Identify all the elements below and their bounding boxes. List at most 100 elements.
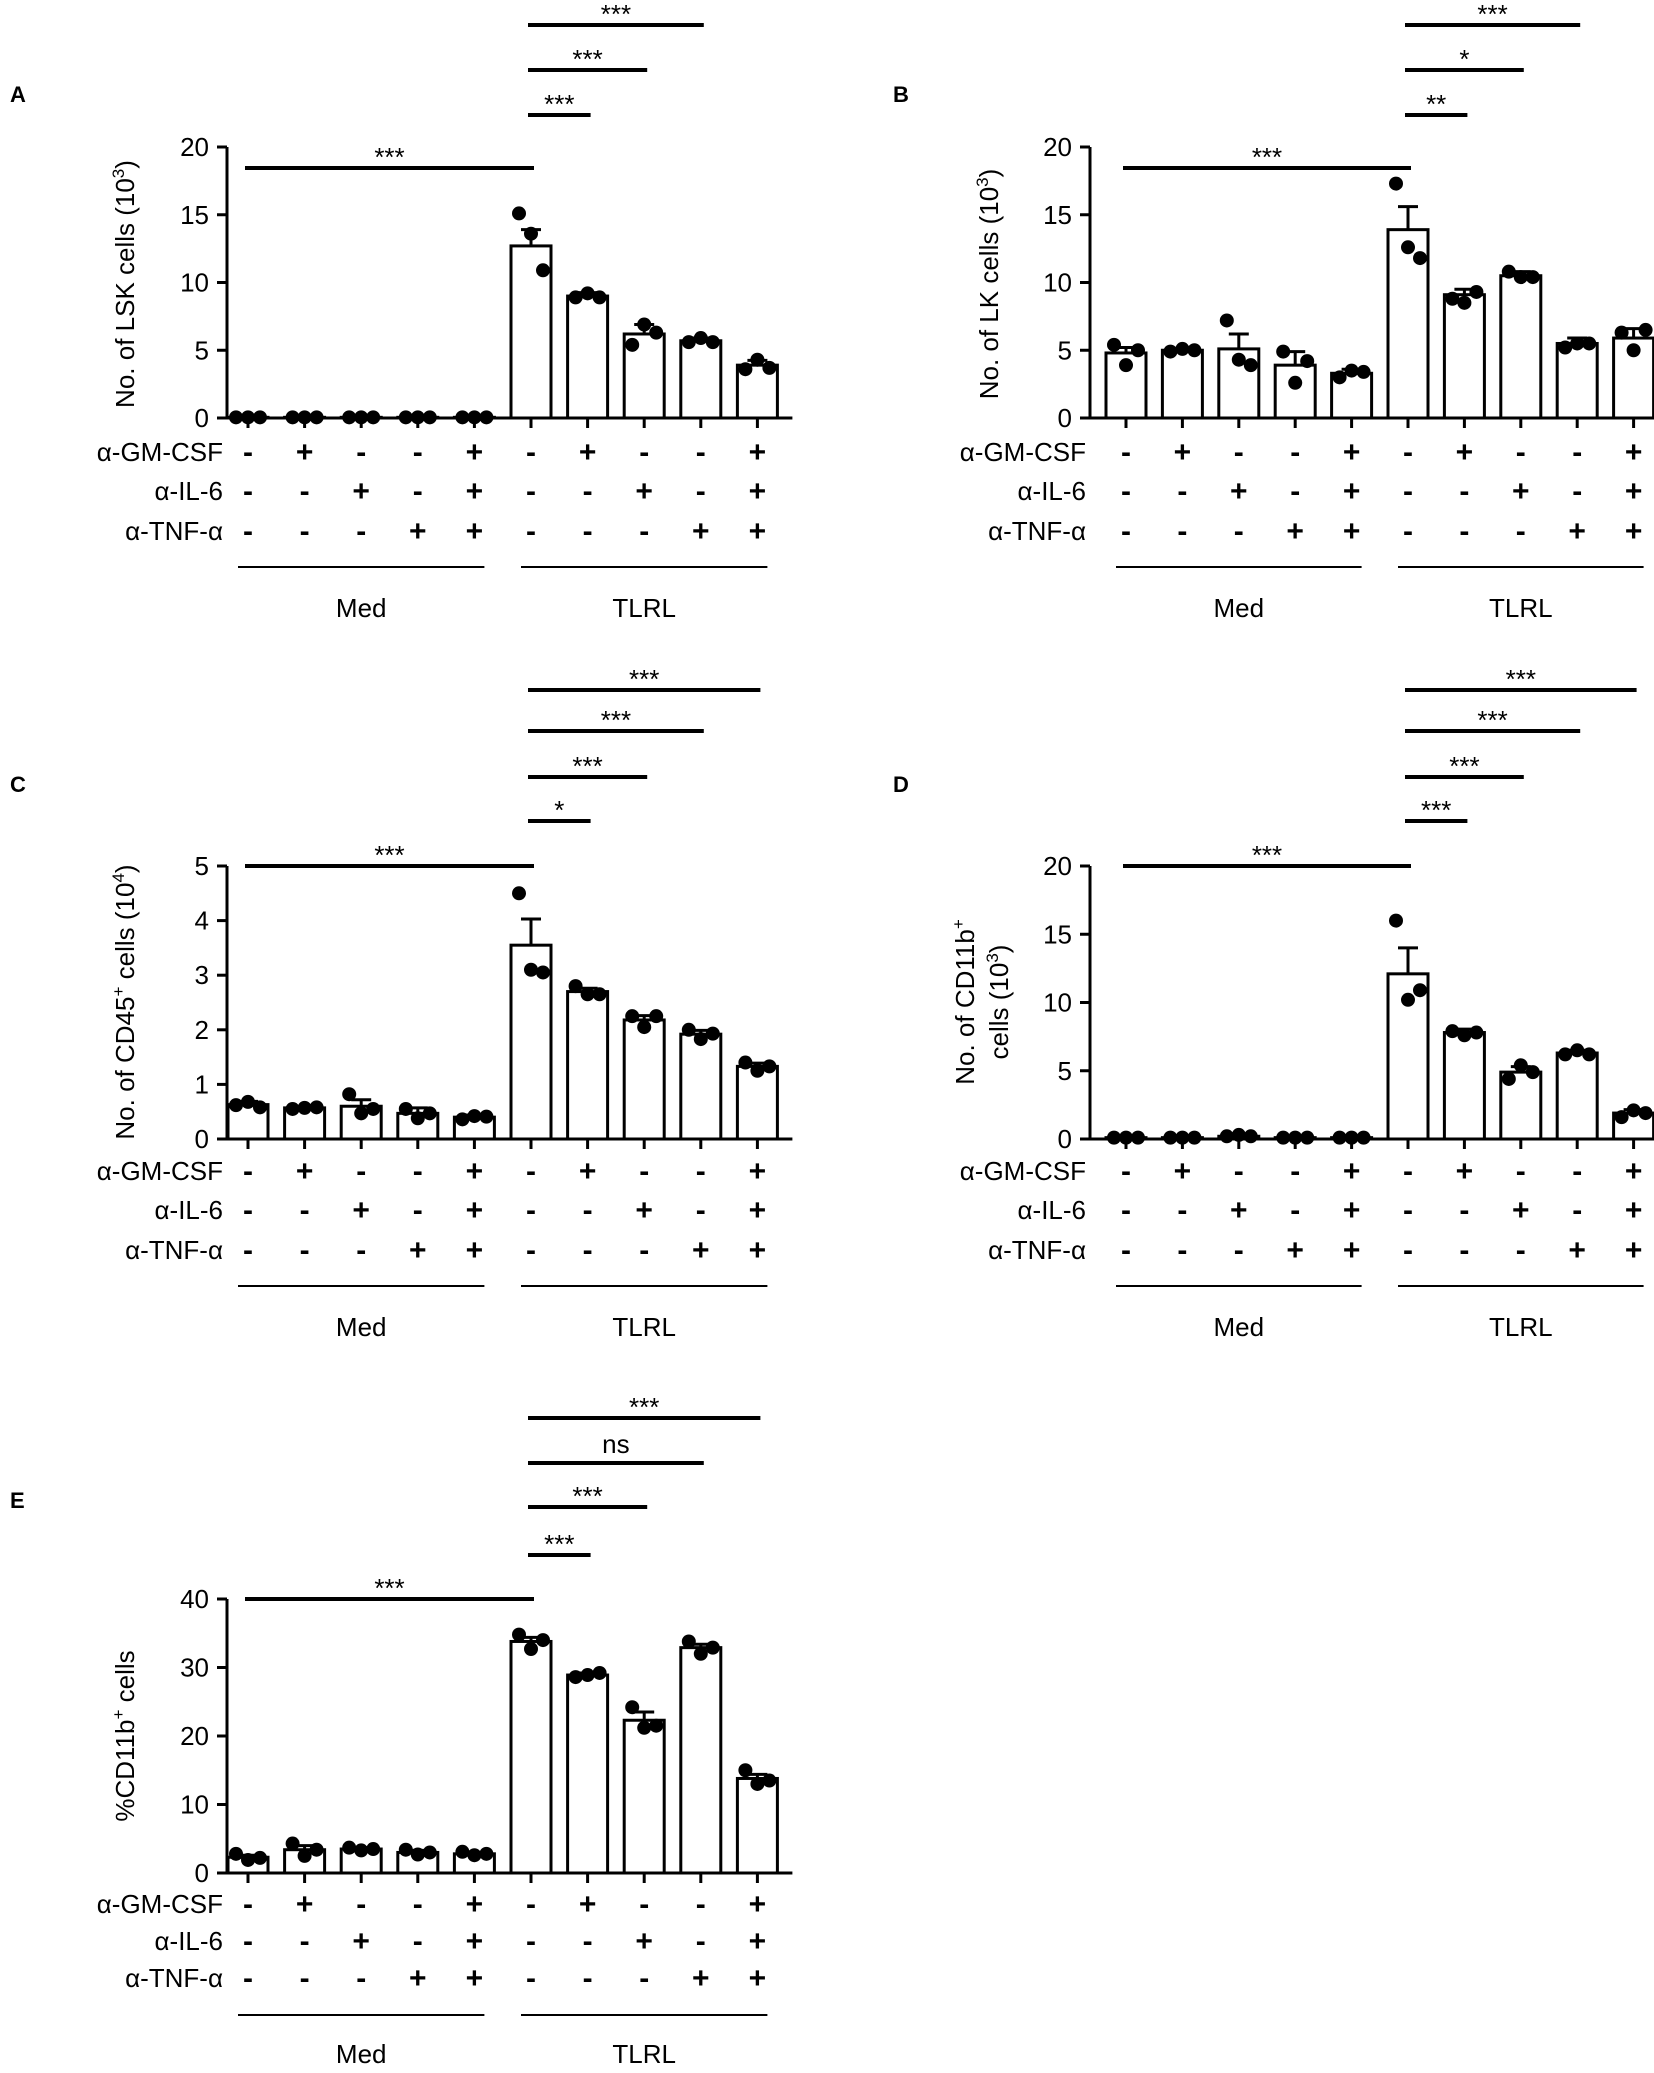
data-point <box>422 1106 437 1121</box>
data-point <box>1558 340 1573 355</box>
treatment-plus: + <box>1512 475 1530 508</box>
significance-label: *** <box>572 1481 602 1511</box>
data-point <box>580 1668 595 1683</box>
significance-label: *** <box>1252 840 1282 870</box>
group-label-med: Med <box>1214 593 1265 623</box>
data-point <box>342 410 357 425</box>
data-point <box>1119 358 1133 373</box>
treatment-minus: - <box>526 475 536 508</box>
data-point <box>637 1020 652 1035</box>
data-point <box>410 1111 425 1126</box>
treatment-minus: - <box>1121 436 1131 469</box>
significance-label: *** <box>374 840 404 870</box>
data-point <box>1445 1024 1460 1039</box>
data-point <box>649 1718 664 1733</box>
treatment-minus: - <box>1121 515 1131 548</box>
treatment-minus: - <box>583 1194 593 1227</box>
treatment-minus: - <box>243 436 253 469</box>
treatment-plus: + <box>749 515 767 548</box>
treatment-plus: + <box>466 515 484 548</box>
group-label-med: Med <box>1214 1312 1265 1342</box>
data-point <box>1344 1130 1359 1145</box>
treatment-plus: + <box>1568 515 1586 548</box>
data-point <box>297 1848 312 1863</box>
data-point <box>398 1842 413 1857</box>
y-tick-label: 0 <box>195 1124 209 1154</box>
data-point <box>738 362 753 377</box>
data-point <box>681 1022 696 1037</box>
treatment-minus: - <box>526 1888 536 1921</box>
data-point <box>354 410 369 425</box>
treatment-minus: - <box>1234 515 1244 548</box>
treatment-row-label: α-TNF-α <box>988 516 1086 546</box>
treatment-row-label: α-GM-CSF <box>97 1889 223 1919</box>
data-point <box>1288 375 1303 390</box>
y-tick-label: 2 <box>195 1015 209 1045</box>
treatment-minus: - <box>1403 1234 1413 1267</box>
y-tick-label: 3 <box>195 960 209 990</box>
treatment-plus: + <box>749 1234 767 1267</box>
treatment-plus: + <box>466 1888 484 1921</box>
treatment-minus: - <box>413 436 423 469</box>
data-point <box>568 290 583 305</box>
treatment-minus: - <box>413 475 423 508</box>
bar <box>679 339 723 420</box>
y-tick-label: 10 <box>180 1790 209 1820</box>
treatment-plus: + <box>635 1925 653 1958</box>
treatment-row-label: α-GM-CSF <box>97 437 223 467</box>
data-point <box>398 1101 413 1116</box>
data-point <box>1356 364 1371 379</box>
data-point <box>1401 240 1415 255</box>
treatment-minus: - <box>413 1888 423 1921</box>
data-point <box>1469 284 1484 299</box>
treatment-row-label: α-IL-6 <box>1018 476 1087 506</box>
treatment-plus: + <box>749 1925 767 1958</box>
data-point <box>580 987 595 1002</box>
data-point <box>229 410 243 425</box>
treatment-plus: + <box>1343 1194 1361 1227</box>
data-point <box>649 325 664 340</box>
treatment-minus: - <box>696 1925 706 1958</box>
data-point <box>410 410 425 425</box>
data-point <box>366 1101 381 1116</box>
treatment-plus: + <box>1625 1155 1643 1188</box>
treatment-plus: + <box>635 1194 653 1227</box>
data-point <box>524 1642 538 1657</box>
treatment-plus: + <box>352 1925 370 1958</box>
treatment-minus: - <box>1459 1194 1469 1227</box>
treatment-plus: + <box>1456 1155 1474 1188</box>
data-point <box>1276 1130 1291 1145</box>
treatment-plus: + <box>1343 515 1361 548</box>
group-label-tlrl: TLRL <box>1489 1312 1553 1342</box>
data-point <box>592 1665 607 1680</box>
data-point <box>253 410 267 425</box>
data-point <box>1175 341 1190 356</box>
y-axis-label-text: No. of LK cells (103) <box>973 169 1004 400</box>
treatment-minus: - <box>1121 1234 1131 1267</box>
bar <box>1442 1031 1486 1141</box>
y-axis-label: No. of LK cells (103) <box>973 169 1004 400</box>
treatment-plus: + <box>466 1194 484 1227</box>
treatment-plus: + <box>1286 1234 1304 1267</box>
treatment-minus: - <box>1177 515 1187 548</box>
group-label-med: Med <box>336 1312 387 1342</box>
treatment-minus: - <box>300 1234 310 1267</box>
data-point <box>1219 313 1234 328</box>
data-point <box>422 1845 437 1860</box>
treatment-plus: + <box>1568 1234 1586 1267</box>
data-point <box>750 352 765 367</box>
treatment-plus: + <box>409 1962 427 1995</box>
significance-label: *** <box>572 751 602 781</box>
treatment-minus: - <box>356 515 366 548</box>
treatment-minus: - <box>583 475 593 508</box>
significance-label: * <box>554 795 564 825</box>
treatment-minus: - <box>1177 1194 1187 1227</box>
data-point <box>285 410 300 425</box>
data-point <box>1457 295 1472 310</box>
significance-label: *** <box>544 1529 574 1559</box>
data-point <box>1389 176 1403 191</box>
bar <box>679 1646 723 1875</box>
y-tick-label: 0 <box>195 403 209 433</box>
data-point <box>1243 1129 1258 1144</box>
